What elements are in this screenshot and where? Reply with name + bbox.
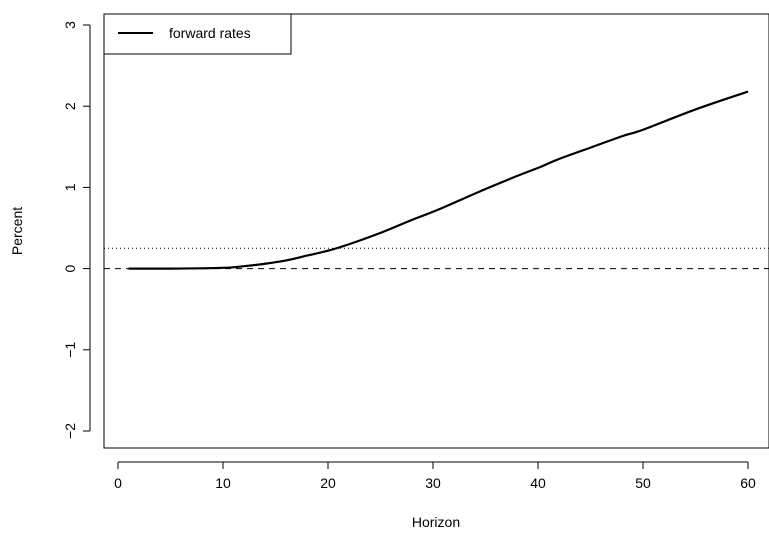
y-tick-label: 1 [62,183,78,191]
y-axis-label: Percent [9,207,25,255]
plot-frame [103,13,769,449]
forward-rates-line [128,90,749,270]
x-tick-label: 50 [635,475,651,491]
y-tick-label: −2 [62,423,78,439]
y-tick-label: 3 [62,21,78,29]
y-tick-label: −1 [62,342,78,358]
reference-lines [104,247,769,270]
y-axis: −2 −1 0 1 2 3 [62,21,91,439]
x-tick-label: 10 [215,475,231,491]
legend: forward rates [103,13,292,55]
series-layer [128,90,749,270]
x-tick-label: 30 [425,475,441,491]
y-tick-label: 2 [62,102,78,110]
x-axis: 0 10 20 30 40 50 60 [114,461,756,491]
x-axis-label: Horizon [412,514,460,530]
y-tick-label: 0 [62,264,78,272]
x-tick-label: 20 [320,475,336,491]
x-tick-label: 40 [530,475,546,491]
x-tick-label: 0 [114,475,122,491]
x-tick-label: 60 [740,475,756,491]
legend-label: forward rates [169,25,251,41]
